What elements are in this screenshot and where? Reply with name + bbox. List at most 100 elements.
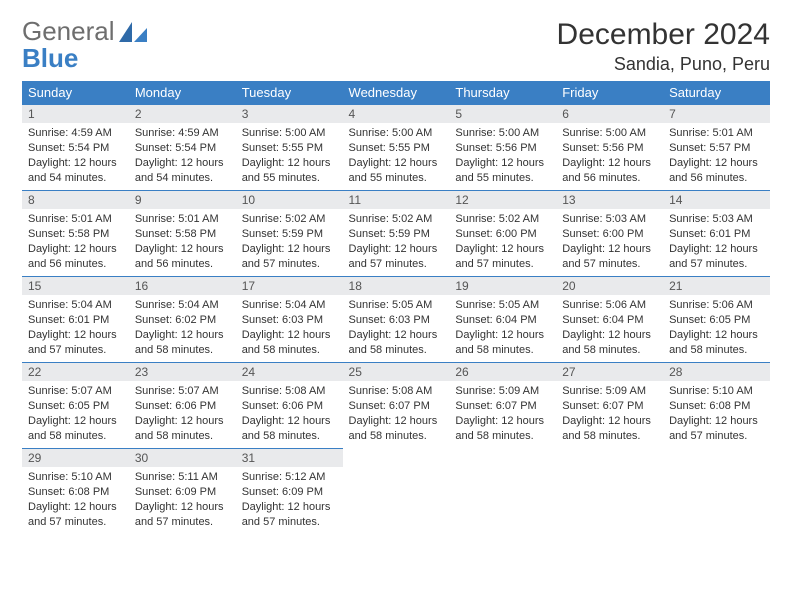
sunrise-line: Sunrise: 5:02 AM <box>349 212 444 227</box>
day-number: 3 <box>236 104 343 123</box>
weekday-header: Friday <box>556 81 663 104</box>
sunrise-line: Sunrise: 5:06 AM <box>562 298 657 313</box>
daylight-line: Daylight: 12 hours and 57 minutes. <box>455 242 550 272</box>
brand-word-1: General <box>22 16 115 46</box>
day-details: Sunrise: 5:05 AMSunset: 6:04 PMDaylight:… <box>449 295 556 359</box>
brand-word-2: Blue <box>22 43 78 73</box>
daylight-line: Daylight: 12 hours and 57 minutes. <box>135 500 230 530</box>
sunrise-line: Sunrise: 5:04 AM <box>135 298 230 313</box>
calendar-cell: 26Sunrise: 5:09 AMSunset: 6:07 PMDayligh… <box>449 362 556 448</box>
sunset-line: Sunset: 5:59 PM <box>242 227 337 242</box>
calendar-cell: 21Sunrise: 5:06 AMSunset: 6:05 PMDayligh… <box>663 276 770 362</box>
daylight-line: Daylight: 12 hours and 55 minutes. <box>242 156 337 186</box>
daylight-line: Daylight: 12 hours and 58 minutes. <box>242 328 337 358</box>
calendar-cell: 29Sunrise: 5:10 AMSunset: 6:08 PMDayligh… <box>22 448 129 534</box>
sunrise-line: Sunrise: 5:08 AM <box>242 384 337 399</box>
location-text: Sandia, Puno, Peru <box>557 54 770 75</box>
calendar-body: 1Sunrise: 4:59 AMSunset: 5:54 PMDaylight… <box>22 104 770 534</box>
brand-logo: General Blue <box>22 18 149 73</box>
sunset-line: Sunset: 6:05 PM <box>28 399 123 414</box>
calendar-cell: 6Sunrise: 5:00 AMSunset: 5:56 PMDaylight… <box>556 104 663 190</box>
day-details: Sunrise: 5:12 AMSunset: 6:09 PMDaylight:… <box>236 467 343 531</box>
calendar-cell: 27Sunrise: 5:09 AMSunset: 6:07 PMDayligh… <box>556 362 663 448</box>
calendar-cell: 15Sunrise: 5:04 AMSunset: 6:01 PMDayligh… <box>22 276 129 362</box>
day-details: Sunrise: 5:07 AMSunset: 6:05 PMDaylight:… <box>22 381 129 445</box>
calendar-cell: 16Sunrise: 5:04 AMSunset: 6:02 PMDayligh… <box>129 276 236 362</box>
calendar-cell: 13Sunrise: 5:03 AMSunset: 6:00 PMDayligh… <box>556 190 663 276</box>
sunrise-line: Sunrise: 4:59 AM <box>135 126 230 141</box>
daylight-line: Daylight: 12 hours and 58 minutes. <box>669 328 764 358</box>
day-number: 21 <box>663 276 770 295</box>
daylight-line: Daylight: 12 hours and 57 minutes. <box>242 500 337 530</box>
sunset-line: Sunset: 5:57 PM <box>669 141 764 156</box>
sunset-line: Sunset: 5:55 PM <box>349 141 444 156</box>
day-details: Sunrise: 5:01 AMSunset: 5:57 PMDaylight:… <box>663 123 770 187</box>
sunrise-line: Sunrise: 5:10 AM <box>28 470 123 485</box>
day-number: 16 <box>129 276 236 295</box>
day-details: Sunrise: 5:01 AMSunset: 5:58 PMDaylight:… <box>22 209 129 273</box>
day-details: Sunrise: 5:09 AMSunset: 6:07 PMDaylight:… <box>556 381 663 445</box>
daylight-line: Daylight: 12 hours and 57 minutes. <box>242 242 337 272</box>
sunrise-line: Sunrise: 5:10 AM <box>669 384 764 399</box>
weekday-header: Sunday <box>22 81 129 104</box>
sail-icon <box>119 22 149 44</box>
page-title: December 2024 <box>557 18 770 52</box>
day-details: Sunrise: 4:59 AMSunset: 5:54 PMDaylight:… <box>22 123 129 187</box>
day-details: Sunrise: 5:00 AMSunset: 5:55 PMDaylight:… <box>343 123 450 187</box>
calendar-row: 8Sunrise: 5:01 AMSunset: 5:58 PMDaylight… <box>22 190 770 276</box>
day-number: 13 <box>556 190 663 209</box>
header: General Blue December 2024 Sandia, Puno,… <box>22 18 770 75</box>
day-details: Sunrise: 5:07 AMSunset: 6:06 PMDaylight:… <box>129 381 236 445</box>
day-number: 15 <box>22 276 129 295</box>
day-number: 19 <box>449 276 556 295</box>
day-details: Sunrise: 5:02 AMSunset: 6:00 PMDaylight:… <box>449 209 556 273</box>
calendar-cell: 9Sunrise: 5:01 AMSunset: 5:58 PMDaylight… <box>129 190 236 276</box>
day-details: Sunrise: 5:00 AMSunset: 5:56 PMDaylight:… <box>556 123 663 187</box>
sunrise-line: Sunrise: 5:01 AM <box>135 212 230 227</box>
sunset-line: Sunset: 5:58 PM <box>135 227 230 242</box>
day-number: 23 <box>129 362 236 381</box>
daylight-line: Daylight: 12 hours and 54 minutes. <box>28 156 123 186</box>
day-details: Sunrise: 5:04 AMSunset: 6:03 PMDaylight:… <box>236 295 343 359</box>
calendar-cell: 17Sunrise: 5:04 AMSunset: 6:03 PMDayligh… <box>236 276 343 362</box>
day-details: Sunrise: 5:01 AMSunset: 5:58 PMDaylight:… <box>129 209 236 273</box>
day-number: 29 <box>22 448 129 467</box>
day-number: 4 <box>343 104 450 123</box>
day-number: 8 <box>22 190 129 209</box>
calendar-cell: 20Sunrise: 5:06 AMSunset: 6:04 PMDayligh… <box>556 276 663 362</box>
sunrise-line: Sunrise: 5:02 AM <box>455 212 550 227</box>
sunset-line: Sunset: 6:04 PM <box>562 313 657 328</box>
calendar-cell: 18Sunrise: 5:05 AMSunset: 6:03 PMDayligh… <box>343 276 450 362</box>
weekday-header: Wednesday <box>343 81 450 104</box>
daylight-line: Daylight: 12 hours and 58 minutes. <box>562 328 657 358</box>
day-number: 11 <box>343 190 450 209</box>
sunrise-line: Sunrise: 4:59 AM <box>28 126 123 141</box>
daylight-line: Daylight: 12 hours and 55 minutes. <box>349 156 444 186</box>
calendar-cell: 30 Sunrise: 5:11 AMSunset: 6:09 PMDayligh… <box>129 448 236 534</box>
sunset-line: Sunset: 6:07 PM <box>455 399 550 414</box>
sunrise-line: Sunrise: 5:11 AM <box>135 470 230 485</box>
day-number: 12 <box>449 190 556 209</box>
day-number: 30 <box>129 448 236 467</box>
day-number: 22 <box>22 362 129 381</box>
day-number: 7 <box>663 104 770 123</box>
sunrise-line: Sunrise: 5:05 AM <box>455 298 550 313</box>
day-details: Sunrise: 5:02 AMSunset: 5:59 PMDaylight:… <box>343 209 450 273</box>
sunrise-line: Sunrise: 5:01 AM <box>28 212 123 227</box>
sunset-line: Sunset: 5:58 PM <box>28 227 123 242</box>
weekday-header: Monday <box>129 81 236 104</box>
sunrise-line: Sunrise: 5:00 AM <box>455 126 550 141</box>
day-number: 14 <box>663 190 770 209</box>
calendar-cell: 7Sunrise: 5:01 AMSunset: 5:57 PMDaylight… <box>663 104 770 190</box>
daylight-line: Daylight: 12 hours and 55 minutes. <box>455 156 550 186</box>
sunset-line: Sunset: 6:00 PM <box>455 227 550 242</box>
sunset-line: Sunset: 6:09 PM <box>135 485 230 500</box>
sunrise-line: Sunrise: 5:06 AM <box>669 298 764 313</box>
title-block: December 2024 Sandia, Puno, Peru <box>557 18 770 75</box>
day-details: Sunrise: 5:00 AMSunset: 5:56 PMDaylight:… <box>449 123 556 187</box>
sunset-line: Sunset: 6:01 PM <box>669 227 764 242</box>
day-details: Sunrise: 5:05 AMSunset: 6:03 PMDaylight:… <box>343 295 450 359</box>
brand-text: General Blue <box>22 18 115 73</box>
weekday-header: Saturday <box>663 81 770 104</box>
sunset-line: Sunset: 6:01 PM <box>28 313 123 328</box>
